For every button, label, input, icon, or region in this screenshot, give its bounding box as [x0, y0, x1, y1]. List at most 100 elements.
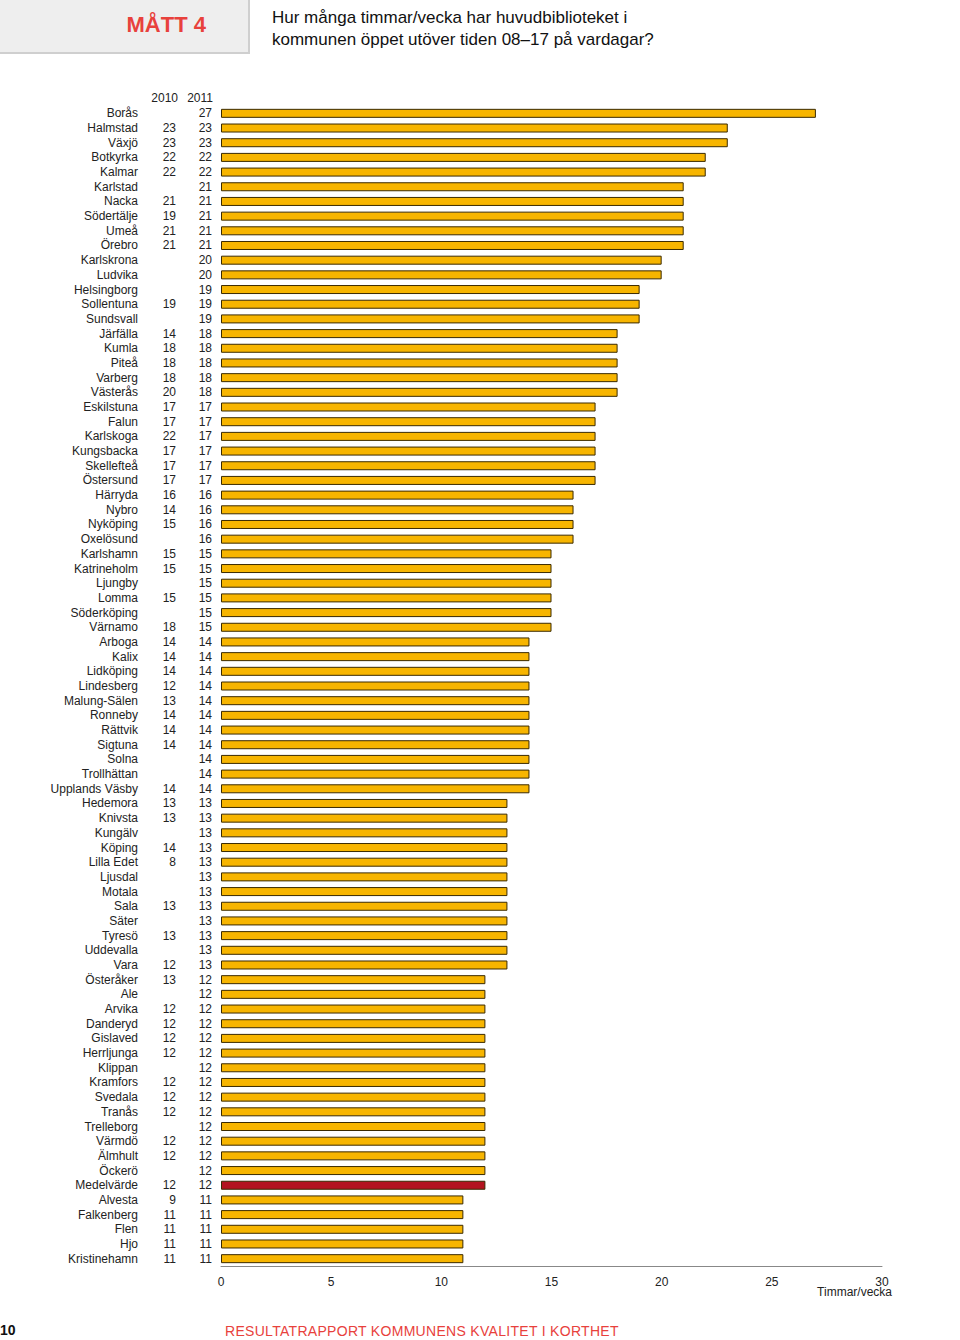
- svg-text:Älmhult: Älmhult: [98, 1149, 139, 1163]
- svg-text:14: 14: [199, 635, 213, 649]
- svg-text:11: 11: [164, 1252, 177, 1266]
- svg-text:14: 14: [163, 664, 177, 678]
- svg-text:Alvesta: Alvesta: [99, 1193, 139, 1207]
- svg-text:21: 21: [199, 238, 213, 252]
- svg-text:Öckerö: Öckerö: [99, 1164, 138, 1178]
- svg-text:19: 19: [199, 283, 213, 297]
- svg-text:0: 0: [218, 1275, 225, 1289]
- svg-text:12: 12: [199, 1134, 213, 1148]
- svg-text:13: 13: [199, 914, 213, 928]
- svg-text:2010: 2010: [151, 91, 178, 105]
- svg-text:14: 14: [199, 650, 213, 664]
- svg-text:12: 12: [199, 1149, 213, 1163]
- svg-text:19: 19: [199, 312, 213, 326]
- svg-text:Kumla: Kumla: [104, 341, 138, 355]
- svg-text:17: 17: [163, 400, 177, 414]
- svg-text:Ljungby: Ljungby: [96, 576, 138, 590]
- svg-text:11: 11: [200, 1193, 213, 1207]
- svg-text:14: 14: [199, 782, 213, 796]
- svg-text:14: 14: [163, 782, 177, 796]
- svg-text:12: 12: [163, 1178, 177, 1192]
- svg-text:13: 13: [199, 958, 213, 972]
- svg-text:18: 18: [199, 385, 213, 399]
- svg-text:13: 13: [199, 885, 213, 899]
- svg-text:20: 20: [199, 268, 213, 282]
- svg-text:14: 14: [163, 708, 177, 722]
- svg-text:21: 21: [199, 224, 213, 238]
- svg-text:22: 22: [163, 429, 177, 443]
- svg-text:Västerås: Västerås: [91, 385, 138, 399]
- svg-text:17: 17: [163, 444, 177, 458]
- svg-text:14: 14: [163, 723, 177, 737]
- svg-text:Sollentuna: Sollentuna: [81, 297, 138, 311]
- svg-text:12: 12: [163, 1031, 177, 1045]
- svg-text:Nybro: Nybro: [106, 503, 138, 517]
- svg-text:23: 23: [199, 136, 213, 150]
- svg-text:23: 23: [199, 121, 213, 135]
- svg-text:12: 12: [199, 1120, 213, 1134]
- svg-text:Kungsbacka: Kungsbacka: [72, 444, 138, 458]
- svg-text:Eskilstuna: Eskilstuna: [83, 400, 138, 414]
- svg-text:Motala: Motala: [102, 885, 138, 899]
- svg-text:15: 15: [199, 562, 213, 576]
- svg-text:17: 17: [199, 400, 213, 414]
- svg-text:Piteå: Piteå: [111, 356, 139, 370]
- svg-text:18: 18: [163, 341, 177, 355]
- svg-text:18: 18: [199, 341, 213, 355]
- svg-text:Värmdö: Värmdö: [96, 1134, 138, 1148]
- svg-text:12: 12: [163, 1149, 177, 1163]
- svg-text:Värnamo: Värnamo: [89, 620, 138, 634]
- svg-text:20: 20: [199, 253, 213, 267]
- svg-text:21: 21: [199, 180, 213, 194]
- svg-text:14: 14: [199, 738, 213, 752]
- svg-text:Medelvärde: Medelvärde: [75, 1178, 138, 1192]
- svg-text:13: 13: [163, 811, 177, 825]
- svg-text:17: 17: [199, 459, 213, 473]
- svg-text:20: 20: [163, 385, 177, 399]
- svg-text:Flen: Flen: [115, 1222, 138, 1236]
- svg-text:Umeå: Umeå: [106, 224, 138, 238]
- svg-text:Ale: Ale: [121, 987, 139, 1001]
- svg-text:18: 18: [199, 356, 213, 370]
- svg-text:27: 27: [199, 106, 213, 120]
- svg-text:11: 11: [164, 1237, 177, 1251]
- svg-text:Östersund: Östersund: [83, 473, 138, 487]
- svg-text:8: 8: [169, 855, 176, 869]
- svg-text:17: 17: [199, 415, 213, 429]
- svg-text:23: 23: [163, 121, 177, 135]
- svg-text:11: 11: [164, 1208, 177, 1222]
- svg-text:14: 14: [163, 650, 177, 664]
- svg-text:Lomma: Lomma: [98, 591, 138, 605]
- svg-text:14: 14: [199, 723, 213, 737]
- svg-text:Upplands Väsby: Upplands Väsby: [51, 782, 138, 796]
- svg-text:Halmstad: Halmstad: [87, 121, 138, 135]
- svg-text:Växjö: Växjö: [108, 136, 138, 150]
- svg-text:13: 13: [163, 796, 177, 810]
- svg-text:Karlstad: Karlstad: [94, 180, 138, 194]
- svg-text:12: 12: [163, 1075, 177, 1089]
- svg-text:13: 13: [163, 694, 177, 708]
- svg-text:22: 22: [163, 165, 177, 179]
- svg-text:Tranås: Tranås: [101, 1105, 138, 1119]
- svg-text:Lilla Edet: Lilla Edet: [89, 855, 139, 869]
- svg-text:16: 16: [199, 532, 213, 546]
- svg-text:11: 11: [164, 1222, 177, 1236]
- svg-text:16: 16: [199, 488, 213, 502]
- svg-text:19: 19: [199, 297, 213, 311]
- svg-text:Helsingborg: Helsingborg: [74, 283, 138, 297]
- svg-text:12: 12: [199, 1017, 213, 1031]
- svg-text:Hjo: Hjo: [120, 1237, 138, 1251]
- svg-text:Varberg: Varberg: [96, 371, 138, 385]
- svg-text:16: 16: [199, 503, 213, 517]
- svg-text:23: 23: [163, 136, 177, 150]
- svg-text:17: 17: [163, 415, 177, 429]
- svg-text:12: 12: [199, 1090, 213, 1104]
- svg-text:12: 12: [199, 1031, 213, 1045]
- svg-text:Kungälv: Kungälv: [95, 826, 138, 840]
- svg-text:Österåker: Österåker: [85, 973, 138, 987]
- svg-text:15: 15: [163, 517, 177, 531]
- svg-text:15: 15: [163, 562, 177, 576]
- svg-text:22: 22: [199, 165, 213, 179]
- svg-text:12: 12: [199, 1075, 213, 1089]
- svg-text:14: 14: [163, 635, 177, 649]
